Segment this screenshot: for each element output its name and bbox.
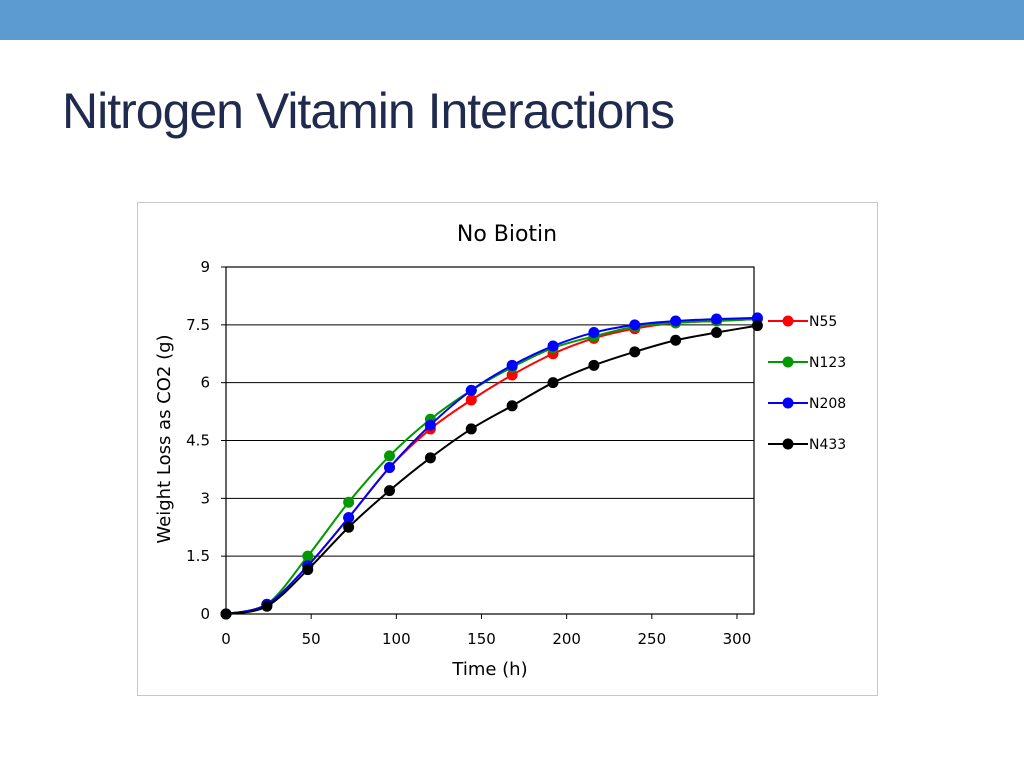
data-point (629, 346, 641, 358)
x-axis-label: Time (h) (451, 659, 527, 680)
legend-label: N208 (809, 396, 846, 412)
y-axis-label: Weight Loss as CO2 (g) (154, 334, 175, 543)
data-point (547, 377, 559, 389)
y-tick-label: 7.5 (186, 316, 210, 334)
data-point (506, 369, 518, 381)
legend-item-n55: N55 (768, 314, 837, 330)
series-n208 (220, 312, 763, 620)
data-point (711, 327, 723, 339)
data-point (465, 423, 477, 435)
top-accent-bar (0, 0, 1024, 40)
data-point (506, 400, 518, 412)
legend-swatch-marker (782, 397, 794, 409)
series-group (220, 312, 763, 620)
y-tick-label: 1.5 (186, 547, 210, 565)
data-point (424, 419, 436, 431)
data-point (751, 312, 763, 324)
x-tick-label: 200 (552, 630, 581, 648)
data-point (547, 340, 559, 352)
data-point (588, 327, 600, 339)
legend-swatch-marker (782, 438, 794, 450)
data-point (302, 564, 314, 576)
x-tick-label: 0 (221, 630, 231, 648)
data-point (384, 450, 396, 462)
legend-item-n123: N123 (768, 355, 846, 371)
y-tick-label: 6 (200, 374, 210, 392)
legend-label: N123 (809, 355, 846, 371)
data-point (384, 485, 396, 497)
data-point (711, 313, 723, 325)
series-n433 (220, 320, 763, 620)
x-tick-label: 100 (382, 630, 411, 648)
legend-item-n433: N433 (768, 437, 846, 453)
data-point (506, 359, 518, 371)
data-point (343, 512, 355, 524)
x-tick-label: 300 (723, 630, 752, 648)
x-tick-label: 50 (302, 630, 321, 648)
data-point (343, 496, 355, 508)
legend-item-n208: N208 (768, 396, 846, 412)
data-point (629, 319, 641, 331)
data-point (424, 452, 436, 464)
data-point (343, 521, 355, 533)
x-tick-label: 250 (637, 630, 666, 648)
data-point (670, 315, 682, 327)
line-chart: No Biotin 0 1.5 3 4.5 6 7.5 9 0 50 100 150 200 250 30… (154, 222, 846, 680)
y-tick-label: 3 (200, 489, 210, 507)
data-point (261, 600, 273, 612)
series-n55 (220, 313, 763, 620)
chart-container: No Biotin 0 1.5 3 4.5 6 7.5 9 0 50 100 150 200 250 30… (137, 202, 878, 696)
y-tick-label: 9 (200, 258, 210, 276)
data-point (588, 359, 600, 371)
chart-title: No Biotin (457, 222, 557, 247)
data-point (670, 334, 682, 346)
gridlines (226, 324, 754, 557)
legend-swatch-marker (782, 356, 794, 368)
axis-ticks: 0 1.5 3 4.5 6 7.5 9 0 50 100 150 200 250 300 (186, 258, 751, 648)
series-n123 (220, 313, 763, 620)
data-point (302, 550, 314, 562)
legend-label: N433 (809, 437, 846, 453)
data-point (751, 320, 763, 332)
x-tick-label: 150 (467, 630, 496, 648)
slide-title: Nitrogen Vitamin Interactions (62, 83, 675, 139)
y-tick-label: 0 (200, 605, 210, 623)
data-point (465, 394, 477, 406)
data-point (384, 461, 396, 473)
data-point (465, 384, 477, 396)
legend-swatch-marker (782, 315, 794, 327)
legend: N55 N123 N208 N433 (768, 314, 846, 453)
y-tick-label: 4.5 (186, 432, 210, 450)
legend-label: N55 (809, 314, 837, 330)
data-point (220, 608, 232, 620)
